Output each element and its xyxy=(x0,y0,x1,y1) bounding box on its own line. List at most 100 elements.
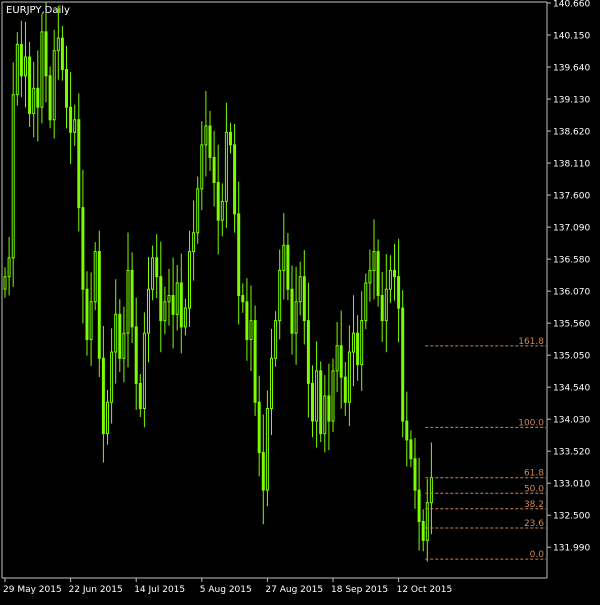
candle-body xyxy=(142,332,146,410)
candle-body xyxy=(110,351,114,403)
candle-body xyxy=(220,200,224,221)
candle-body xyxy=(388,269,392,290)
candle-body xyxy=(352,332,355,353)
candle-body xyxy=(32,87,36,114)
fib-level-label: 50.0 xyxy=(524,484,544,494)
candle-body xyxy=(237,213,241,297)
candle-body xyxy=(69,106,73,133)
candle-body xyxy=(138,382,142,410)
candle-body xyxy=(393,269,396,278)
candle-body xyxy=(315,370,319,422)
candle-body xyxy=(356,332,360,366)
candle-body xyxy=(147,288,150,334)
candle-body xyxy=(159,276,163,322)
candle-body xyxy=(372,251,376,271)
candle-body xyxy=(48,75,52,121)
candle-body xyxy=(339,345,343,378)
price-tick-label: 137.090 xyxy=(553,224,590,234)
price-tick-label: 137.600 xyxy=(553,192,590,202)
candle-body xyxy=(81,207,85,290)
candle-body xyxy=(343,376,347,403)
candle-body xyxy=(60,37,64,71)
fibonacci-layer[interactable]: 161.8 100.0 61.8 50.0 38.2 23.6 0.0 xyxy=(425,337,546,560)
candle-body xyxy=(298,276,302,303)
candle-body xyxy=(347,351,351,403)
candle-body xyxy=(229,131,232,146)
candle-body xyxy=(122,332,126,359)
candle-body xyxy=(151,257,155,290)
candle-body xyxy=(249,320,253,340)
price-tick-label: 132.500 xyxy=(553,512,590,522)
candle-body xyxy=(36,87,40,108)
candle-body xyxy=(364,282,368,322)
price-axis[interactable]: 140.660 140.150 139.640 139.130 138.620 138.1… xyxy=(547,0,590,554)
candle-body xyxy=(3,276,7,290)
candle-body xyxy=(188,251,191,309)
time-tick-label: 14 Jul 2015 xyxy=(134,585,185,595)
candle-body xyxy=(327,395,331,422)
time-tick-label: 18 Sep 2015 xyxy=(331,585,388,595)
candle-body xyxy=(167,295,171,303)
chart-title: EURJPY,Daily xyxy=(6,5,70,16)
price-tick-label: 138.110 xyxy=(553,160,590,170)
candle-body xyxy=(19,43,23,77)
candle-body xyxy=(360,320,364,366)
time-tick-label: 5 Aug 2015 xyxy=(200,585,252,595)
candle-body xyxy=(401,307,405,422)
candle-body xyxy=(282,244,286,271)
candle-body xyxy=(319,370,323,435)
candle-body xyxy=(265,408,269,491)
candle-body xyxy=(405,420,409,441)
candle-body xyxy=(245,301,249,340)
candle-body xyxy=(93,251,97,303)
price-tick-label: 139.130 xyxy=(553,96,590,106)
candle-body xyxy=(163,301,167,322)
candle-body xyxy=(409,439,413,460)
price-tick-label: 133.010 xyxy=(553,480,590,490)
fib-level-label: 0.0 xyxy=(530,550,545,560)
candle-body xyxy=(270,357,273,410)
candle-body xyxy=(257,401,261,453)
fib-level-label: 100.0 xyxy=(518,418,544,428)
candle-body xyxy=(101,357,105,435)
candle-body xyxy=(89,301,93,340)
candle-body xyxy=(175,282,179,315)
candle-body xyxy=(15,43,19,96)
candle-body xyxy=(274,320,278,359)
time-tick-label: 12 Oct 2015 xyxy=(397,585,453,595)
candle-body xyxy=(380,295,384,322)
candle-body xyxy=(44,31,48,77)
time-tick-label: 22 Jun 2015 xyxy=(69,585,123,595)
price-tick-label: 140.150 xyxy=(553,32,590,42)
candle-body xyxy=(233,144,237,215)
candle-body xyxy=(417,489,421,523)
candle-body xyxy=(323,395,327,435)
candle-body xyxy=(85,288,89,340)
price-tick-label: 140.660 xyxy=(553,0,590,10)
candle-body xyxy=(253,320,257,403)
candle-body xyxy=(306,320,310,384)
candle-body xyxy=(126,269,130,334)
candle-body xyxy=(56,37,60,52)
candle-body xyxy=(241,295,245,303)
price-tick-label: 138.620 xyxy=(553,128,590,138)
candle-body xyxy=(106,401,109,435)
price-tick-label: 136.070 xyxy=(553,288,590,298)
fib-level-label: 38.2 xyxy=(524,500,544,510)
fib-level-label: 23.6 xyxy=(524,519,544,529)
candle-body xyxy=(155,257,159,278)
time-tick-label: 27 Aug 2015 xyxy=(265,585,323,595)
candle-body xyxy=(286,244,290,290)
candle-body xyxy=(397,276,401,309)
candle-body xyxy=(278,269,282,322)
candle-body xyxy=(40,31,44,108)
chart-frame xyxy=(1,1,548,579)
candle-body xyxy=(302,276,306,322)
price-tick-label: 136.580 xyxy=(553,256,590,266)
time-axis[interactable]: 29 May 2015 22 Jun 2015 14 Jul 2015 5 Aug 2… xyxy=(3,578,452,595)
candle-body xyxy=(130,269,134,328)
price-tick-label: 133.520 xyxy=(553,448,590,458)
candle-body xyxy=(429,477,433,504)
